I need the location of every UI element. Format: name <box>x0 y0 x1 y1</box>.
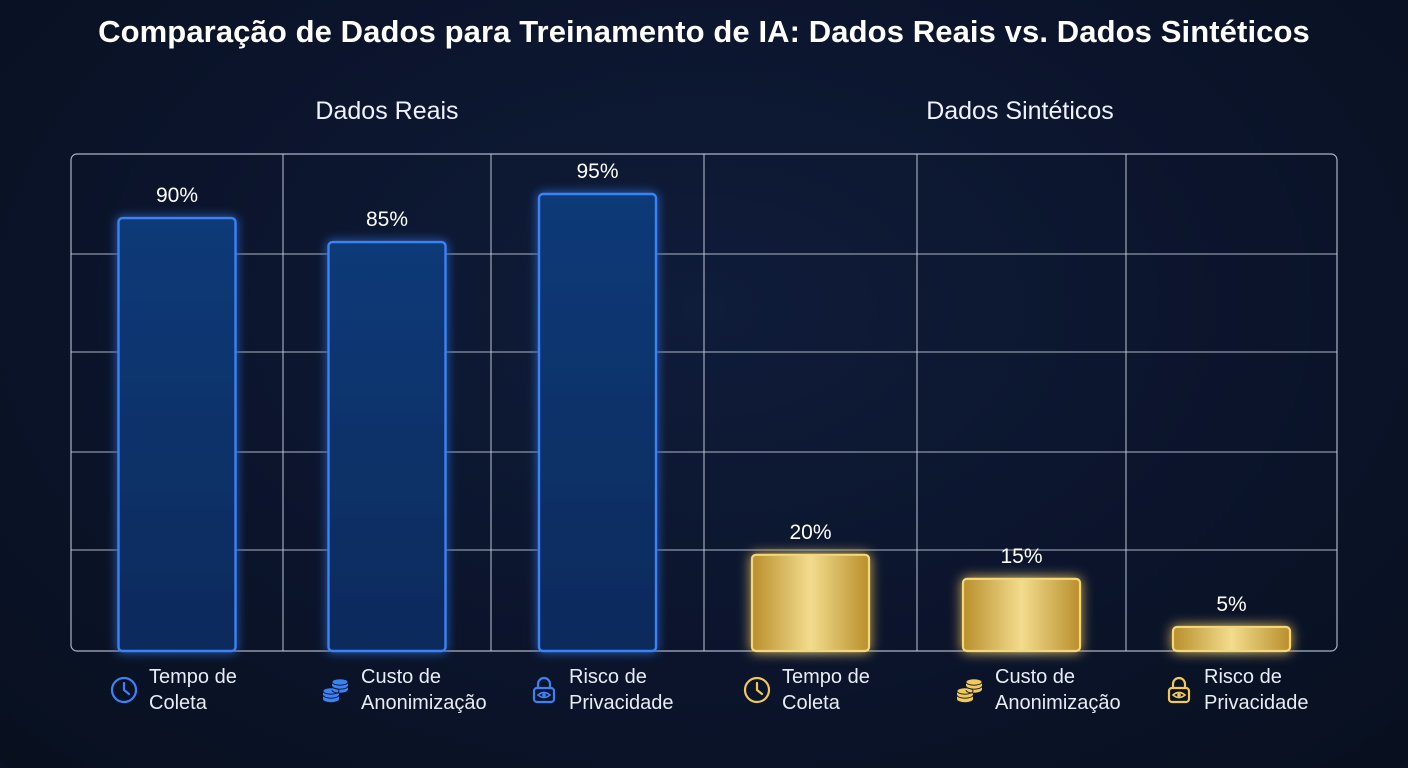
category-label-text: Custo de Anonimização <box>361 666 487 714</box>
coins-icon <box>322 678 349 703</box>
bar-value-label: 5% <box>1216 593 1246 616</box>
category-label: Tempo de Coleta <box>742 664 870 716</box>
lock-eye-icon <box>1167 676 1191 704</box>
group-title-synthetic: Dados Sintéticos <box>926 97 1114 125</box>
category-label-text: Tempo de Coleta <box>782 666 870 714</box>
bar-value-label: 95% <box>576 160 618 183</box>
chart-title: Comparação de Dados para Treinamento de … <box>98 14 1310 49</box>
bars: 90% 85% 95% 20% 15% 5% <box>117 160 1292 653</box>
bar-value-label: 20% <box>789 521 831 544</box>
category-label: Risco de Privacidade <box>529 664 674 716</box>
bar-real-1 <box>117 216 237 653</box>
category-label: Custo de Anonimização <box>321 664 487 716</box>
clock-icon <box>110 676 138 704</box>
bar-synthetic-1 <box>750 553 871 653</box>
bar-value-label: 15% <box>1000 545 1042 568</box>
category-label: Risco de Privacidade <box>1164 664 1309 716</box>
category-label-text: Tempo de Coleta <box>149 666 237 714</box>
category-label-text: Risco de Privacidade <box>569 666 674 714</box>
category-label-text: Custo de Anonimização <box>995 666 1121 714</box>
bar-value-label: 90% <box>156 184 198 207</box>
category-label-text: Risco de Privacidade <box>1204 666 1309 714</box>
coins-icon <box>956 678 983 703</box>
group-title-real: Dados Reais <box>315 97 459 125</box>
clock-icon <box>743 676 771 704</box>
bar-real-3 <box>537 192 658 653</box>
bar-synthetic-3 <box>1171 625 1292 653</box>
grid <box>70 153 1338 652</box>
category-label: Custo de Anonimização <box>955 664 1121 716</box>
bar-value-label: 85% <box>366 208 408 231</box>
lock-eye-icon <box>532 676 556 704</box>
bar-synthetic-2 <box>961 577 1082 653</box>
category-label: Tempo de Coleta <box>109 664 237 716</box>
bar-real-2 <box>327 240 447 653</box>
